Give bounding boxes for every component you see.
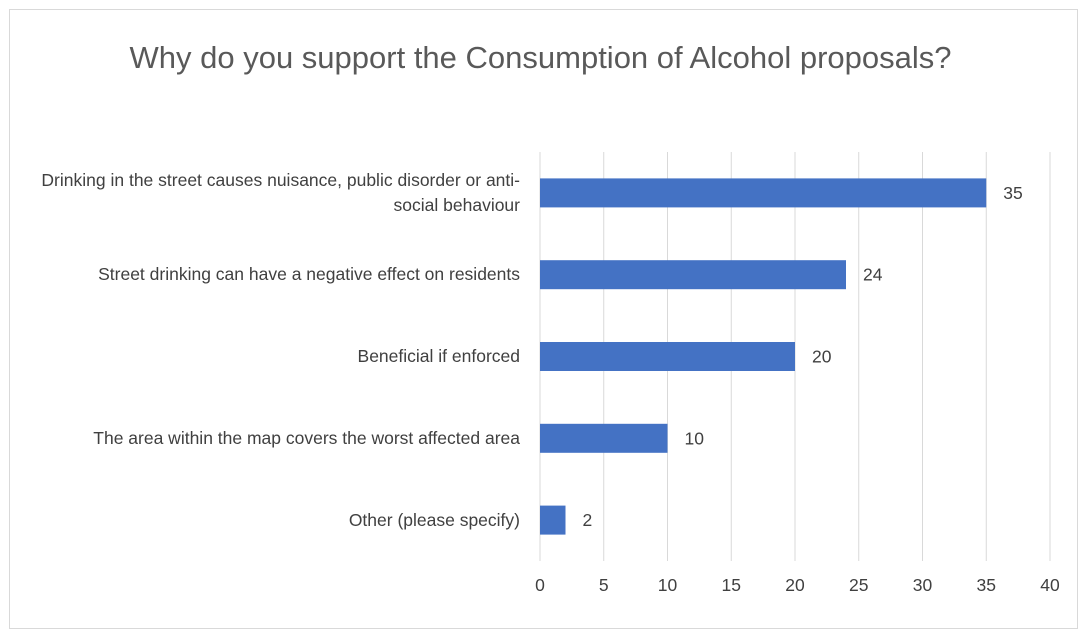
x-tick-label: 30: [913, 575, 933, 595]
bar: [540, 178, 987, 208]
category-label: Street drinking can have a negative effe…: [98, 264, 520, 285]
x-tick-label: 5: [599, 575, 609, 595]
x-tick-label: 25: [849, 575, 868, 595]
data-label: 35: [1003, 183, 1022, 203]
category-label: Drinking in the street causes nuisance, …: [41, 169, 520, 215]
x-tick-label: 10: [658, 575, 678, 595]
bar: [540, 505, 566, 535]
x-tick-label: 0: [535, 575, 545, 595]
x-tick-label: 15: [722, 575, 741, 595]
category-label: Beneficial if enforced: [357, 346, 520, 366]
data-label: 20: [812, 347, 832, 367]
data-label: 24: [863, 265, 883, 285]
bar: [540, 342, 795, 371]
data-label: 10: [685, 428, 705, 448]
category-label: Other (please specify): [348, 509, 520, 530]
category-label: The area within the map covers the worst…: [93, 427, 520, 448]
chart-title: Why do you support the Consumption of Al…: [129, 40, 952, 75]
chart-plot: 0 5 10 15 20 25 30 35 40 35 24 20 10 2: [535, 152, 1060, 595]
bar: [540, 260, 846, 290]
x-tick-label: 40: [1040, 575, 1060, 595]
x-tick-label: 35: [977, 575, 996, 595]
x-tick-label: 20: [785, 575, 805, 595]
data-label: 2: [583, 510, 593, 530]
bar: [540, 423, 668, 453]
